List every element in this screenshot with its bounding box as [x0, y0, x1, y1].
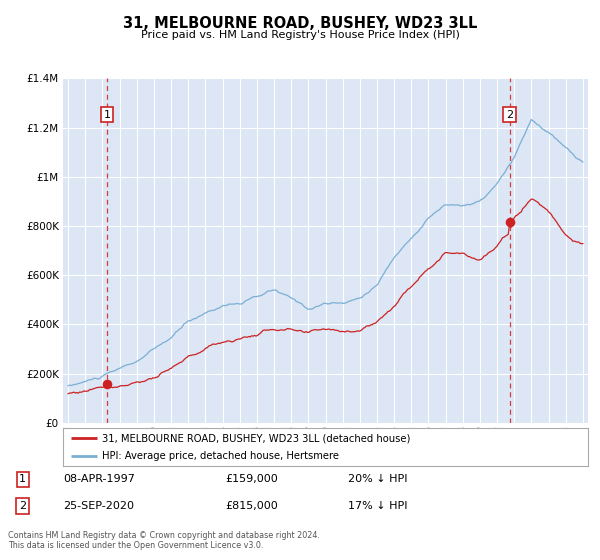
Text: 17% ↓ HPI: 17% ↓ HPI: [348, 501, 408, 511]
Text: £815,000: £815,000: [226, 501, 278, 511]
Text: 1: 1: [19, 474, 26, 484]
Text: Contains HM Land Registry data © Crown copyright and database right 2024.
This d: Contains HM Land Registry data © Crown c…: [8, 531, 320, 550]
Text: 20% ↓ HPI: 20% ↓ HPI: [348, 474, 408, 484]
Text: 31, MELBOURNE ROAD, BUSHEY, WD23 3LL: 31, MELBOURNE ROAD, BUSHEY, WD23 3LL: [123, 16, 477, 31]
Text: 2: 2: [506, 110, 513, 120]
Text: 1: 1: [104, 110, 110, 120]
Text: HPI: Average price, detached house, Hertsmere: HPI: Average price, detached house, Hert…: [103, 451, 340, 461]
Text: 08-APR-1997: 08-APR-1997: [63, 474, 135, 484]
Text: Price paid vs. HM Land Registry's House Price Index (HPI): Price paid vs. HM Land Registry's House …: [140, 30, 460, 40]
Point: [102, 379, 112, 388]
Text: 25-SEP-2020: 25-SEP-2020: [64, 501, 134, 511]
Text: 2: 2: [19, 501, 26, 511]
Point: [505, 218, 514, 227]
Text: 31, MELBOURNE ROAD, BUSHEY, WD23 3LL (detached house): 31, MELBOURNE ROAD, BUSHEY, WD23 3LL (de…: [103, 433, 411, 443]
Text: £159,000: £159,000: [226, 474, 278, 484]
